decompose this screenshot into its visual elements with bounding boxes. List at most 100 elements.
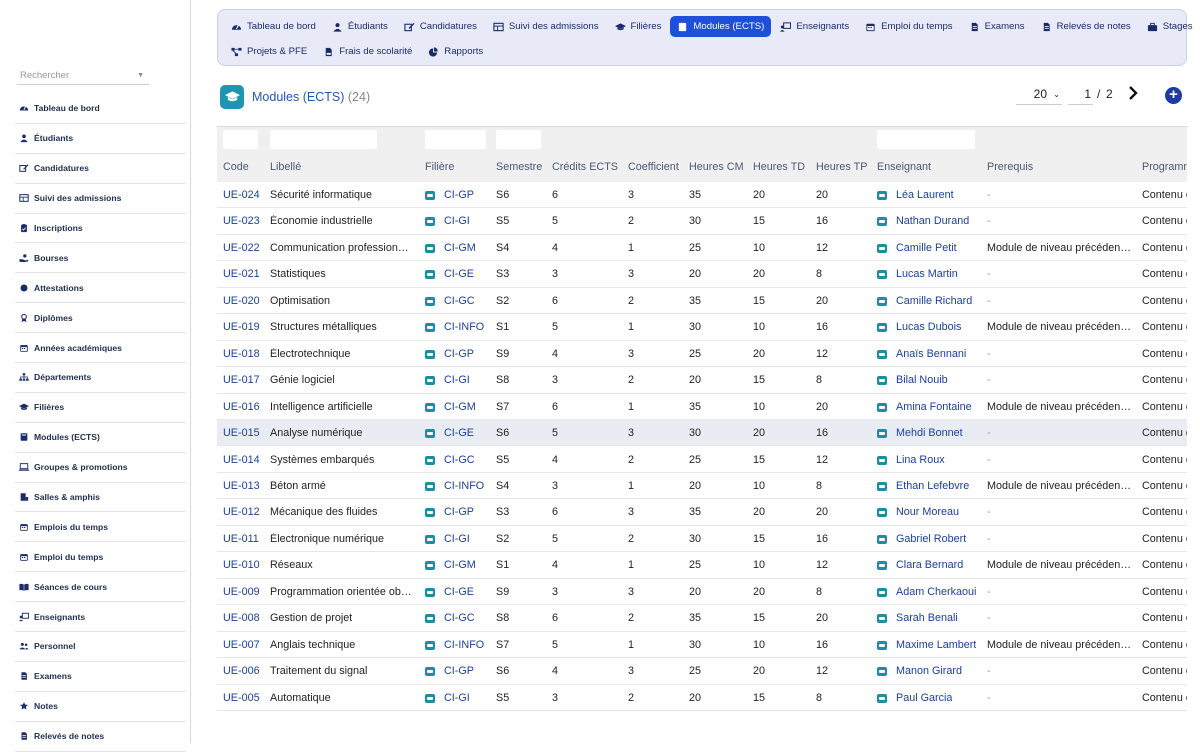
table-cell-filiere[interactable]: CI-GP — [444, 506, 474, 519]
table-cell-enseignant[interactable]: Lina Roux — [896, 453, 945, 466]
table-cell-code[interactable]: UE-016 — [223, 400, 260, 413]
table-cell-filiere[interactable]: CI-GI — [444, 691, 470, 704]
table-row[interactable]: UE-023 Économie industrielle CI-GI S5 5 2 30 15… — [217, 208, 1187, 235]
tab-projets-pfe[interactable]: Projets & PFE — [224, 41, 314, 62]
table-row[interactable]: UE-019 Structures métalliques CI-INFO S1 5 1 3… — [217, 314, 1187, 341]
table-cell-code[interactable]: UE-007 — [223, 638, 260, 651]
column-header[interactable]: Programme — [1142, 161, 1187, 173]
table-cell-code[interactable]: UE-019 — [223, 321, 260, 334]
sidebar-item-etudiants[interactable]: Étudiants — [15, 124, 186, 154]
table-cell-enseignant[interactable]: Ethan Lefebvre — [896, 479, 970, 492]
table-cell-filiere[interactable]: CI-GP — [444, 347, 474, 360]
table-cell-filiere[interactable]: CI-GC — [444, 453, 475, 466]
table-row[interactable]: UE-013 Béton armé CI-INFO S4 3 1 20 10 8 Ethan Le… — [217, 473, 1187, 500]
table-cell-code[interactable]: UE-006 — [223, 665, 260, 678]
table-row[interactable]: UE-011 Électronique numérique CI-GI S2 5 2 30 1… — [217, 526, 1187, 553]
table-cell-enseignant[interactable]: Lucas Martin — [896, 268, 958, 281]
sidebar-item-suivi-des-admissions[interactable]: Suivi des admissions — [15, 184, 186, 214]
table-cell-filiere[interactable]: CI-GM — [444, 400, 476, 413]
table-cell-filiere[interactable]: CI-GE — [444, 427, 474, 440]
table-cell-code[interactable]: UE-012 — [223, 506, 260, 519]
table-cell-code[interactable]: UE-005 — [223, 691, 260, 704]
table-cell-code[interactable]: UE-022 — [223, 241, 260, 254]
sidebar-item-personnel[interactable]: Personnel — [15, 632, 186, 662]
table-row[interactable]: UE-022 Communication professionn… CI-GM S4 4… — [217, 235, 1187, 262]
table-cell-enseignant[interactable]: Lucas Dubois — [896, 321, 962, 334]
tab-tableau-de-bord[interactable]: Tableau de bord — [224, 16, 323, 37]
sidebar-item-diplomes[interactable]: Diplômes — [15, 303, 186, 334]
table-cell-filiere[interactable]: CI-GI — [444, 374, 470, 387]
table-row[interactable]: UE-008 Gestion de projet CI-GC S8 6 2 35 15 20 Sa… — [217, 605, 1187, 632]
table-row[interactable]: UE-007 Anglais technique CI-INFO S7 5 1 30 10 16… — [217, 632, 1187, 659]
table-cell-enseignant[interactable]: Camille Petit — [896, 241, 957, 254]
tab-enseignants[interactable]: Enseignants — [773, 16, 856, 37]
sidebar-search-input[interactable]: Rechercher ▼ — [17, 66, 149, 85]
column-header[interactable]: Crédits ECTS — [552, 161, 618, 173]
table-cell-code[interactable]: UE-008 — [223, 612, 260, 625]
table-cell-enseignant[interactable]: Paul Garcia — [896, 691, 953, 704]
sidebar-item-bourses[interactable]: Bourses — [15, 243, 186, 274]
table-cell-filiere[interactable]: CI-GP — [444, 189, 474, 201]
table-row[interactable]: UE-021 Statistiques CI-GE S3 3 3 20 20 8 Lucas Ma… — [217, 261, 1187, 288]
table-row[interactable]: UE-024 Sécurité informatique CI-GP S6 6 3 35 20… — [217, 182, 1187, 209]
tab-releves-de-notes[interactable]: Relevés de notes — [1034, 16, 1138, 37]
table-row[interactable]: UE-010 Réseaux CI-GM S1 4 1 25 10 12 Clara Bernar… — [217, 552, 1187, 579]
table-cell-code[interactable]: UE-013 — [223, 479, 260, 492]
current-page-input[interactable]: 1 — [1068, 87, 1093, 105]
per-page-select[interactable]: 20 ⌄ — [1016, 87, 1062, 105]
table-cell-filiere[interactable]: CI-INFO — [444, 638, 485, 651]
table-cell-enseignant[interactable]: Maxime Lambert — [896, 638, 977, 651]
tab-modules-ects[interactable]: Modules (ECTS) — [670, 16, 772, 37]
table-cell-filiere[interactable]: CI-GC — [444, 294, 475, 307]
sidebar-item-attestations[interactable]: Attestations — [15, 273, 186, 304]
column-header[interactable]: Filière — [425, 161, 455, 173]
table-cell-filiere[interactable]: CI-INFO — [444, 479, 485, 492]
table-cell-enseignant[interactable]: Manon Girard — [896, 665, 963, 678]
sidebar-item-notes[interactable]: Notes — [15, 692, 186, 722]
column-header[interactable]: Heures TP — [816, 161, 868, 173]
table-cell-code[interactable]: UE-011 — [223, 532, 259, 545]
table-cell-enseignant[interactable]: Adam Cherkaoui — [896, 585, 977, 598]
table-row[interactable]: UE-016 Intelligence artificielle CI-GM S7 6 1… — [217, 394, 1187, 421]
sidebar-item-modules-ects[interactable]: Modules (ECTS) — [15, 423, 186, 453]
tab-filieres[interactable]: Filières — [608, 16, 669, 37]
column-header[interactable]: Code — [223, 161, 249, 173]
table-cell-code[interactable]: UE-018 — [223, 347, 260, 360]
sidebar-item-releves-de-notes[interactable]: Relevés de notes — [15, 722, 186, 752]
sidebar-item-tableau-de-bord[interactable]: Tableau de bord — [15, 94, 186, 124]
table-row[interactable]: UE-018 Électrotechnique CI-GP S9 4 3 25 20 12 Ana… — [217, 341, 1187, 368]
table-cell-filiere[interactable]: CI-GI — [444, 215, 470, 228]
table-cell-code[interactable]: UE-020 — [223, 294, 260, 307]
table-cell-filiere[interactable]: CI-GE — [444, 268, 474, 281]
column-filter-input[interactable] — [496, 130, 541, 149]
table-row[interactable]: UE-012 Mécanique des fluides CI-GP S3 6 3 35 20… — [217, 499, 1187, 526]
table-row[interactable]: UE-014 Systèmes embarqués CI-GC S5 4 2 25 15 12 L… — [217, 447, 1187, 473]
column-filter-input[interactable] — [270, 130, 377, 149]
table-cell-enseignant[interactable]: Gabriel Robert — [896, 532, 967, 545]
tab-stages[interactable]: Stages — [1140, 16, 1200, 37]
next-page-button[interactable] — [1127, 85, 1141, 103]
column-header[interactable]: Heures TD — [753, 161, 806, 173]
sidebar-item-seances-de-cours[interactable]: Séances de cours — [15, 572, 186, 603]
table-cell-code[interactable]: UE-010 — [223, 559, 260, 572]
table-cell-enseignant[interactable]: Nour Moreau — [896, 506, 960, 519]
table-cell-code[interactable]: UE-023 — [223, 215, 260, 228]
table-cell-code[interactable]: UE-015 — [223, 427, 260, 440]
table-cell-filiere[interactable]: CI-GC — [444, 612, 475, 625]
tab-examens[interactable]: Examens — [962, 16, 1032, 37]
sidebar-item-departements[interactable]: Départements — [15, 363, 186, 393]
table-row[interactable]: UE-009 Programmation orientée objet CI-GE S… — [217, 579, 1187, 606]
table-cell-enseignant[interactable]: Bilal Nouib — [896, 374, 948, 387]
column-filter-input[interactable] — [425, 130, 486, 149]
add-module-button[interactable]: + — [1165, 87, 1182, 104]
table-row[interactable]: UE-015 Analyse numérique CI-GE S6 5 3 30 20 16 Me… — [217, 420, 1187, 447]
sidebar-item-inscriptions[interactable]: Inscriptions — [15, 214, 186, 244]
table-cell-enseignant[interactable]: Mehdi Bonnet — [896, 427, 963, 440]
table-cell-code[interactable]: UE-017 — [223, 374, 260, 387]
column-filter-input[interactable] — [223, 130, 258, 149]
tab-suivi-des-admissions[interactable]: Suivi des admissions — [486, 16, 606, 37]
table-cell-enseignant[interactable]: Amina Fontaine — [896, 400, 972, 413]
column-header[interactable]: Coefficient — [628, 161, 679, 173]
table-cell-code[interactable]: UE-009 — [223, 585, 260, 598]
tab-candidatures[interactable]: Candidatures — [397, 16, 484, 37]
